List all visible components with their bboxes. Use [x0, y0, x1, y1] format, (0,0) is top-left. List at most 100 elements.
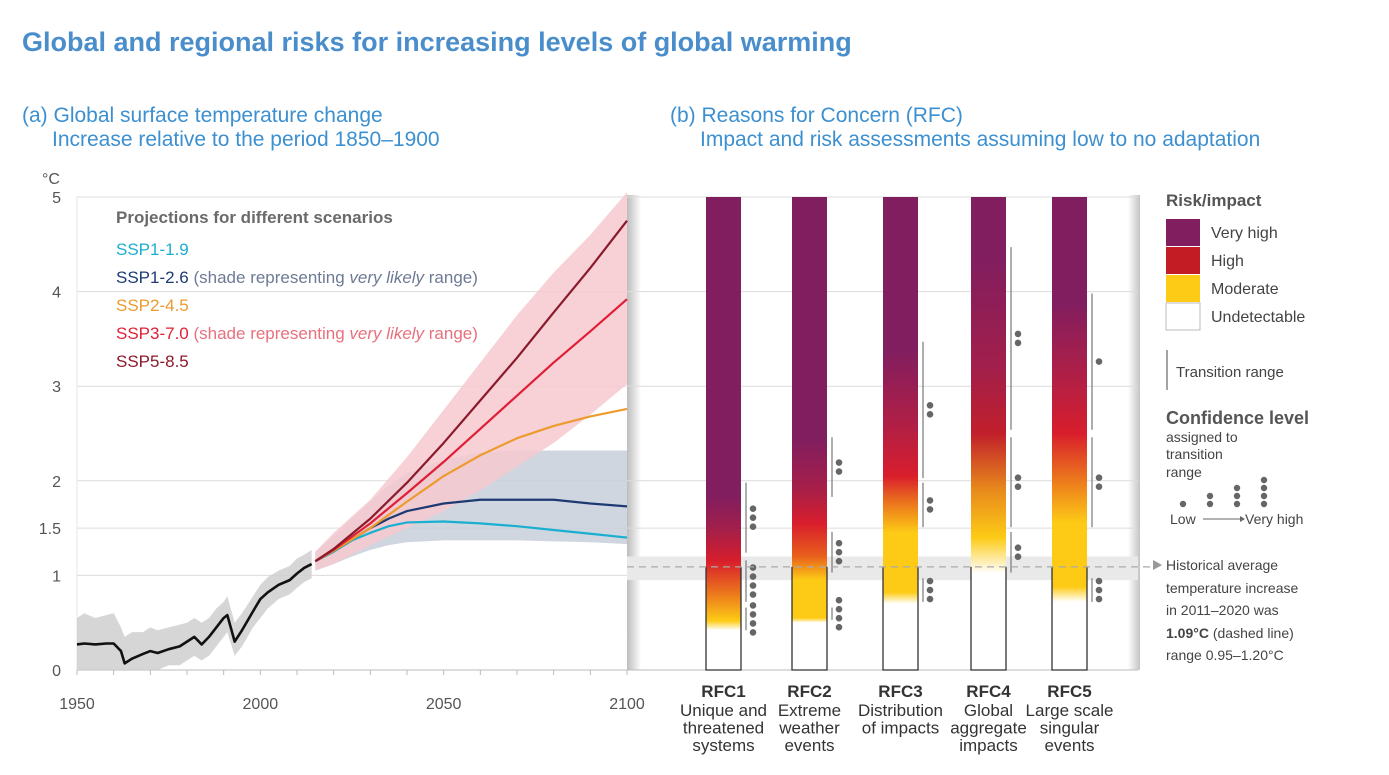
historical-pointer-icon	[1153, 560, 1162, 570]
rfc-risk-bar	[971, 197, 1006, 670]
legend-item: SSP5-8.5	[116, 352, 189, 371]
rfc-description: Global	[964, 701, 1013, 720]
risk-level-label: High	[1211, 253, 1244, 270]
historical-note-3: in 2011–2020 was	[1166, 602, 1279, 618]
scenario-lines	[76, 219, 628, 665]
risk-level-label: Moderate	[1211, 281, 1279, 298]
confidence-dot	[926, 577, 934, 585]
axis-ticks: 0 1 1.5 2 3 4 5 1950 2000 2050 2100	[39, 190, 645, 713]
confidence-dot	[1014, 474, 1022, 482]
historical-note-1: Historical average	[1166, 557, 1278, 573]
risk-level-label: Undetectable	[1211, 309, 1305, 326]
confidence-dot	[1014, 339, 1022, 347]
legend-series-name: SSP2-4.5	[116, 296, 189, 315]
confidence-dot	[749, 514, 757, 521]
confidence-legend-dot	[1260, 492, 1268, 500]
range-ssp3-7.0	[315, 192, 627, 571]
panel-b-subtitle: Impact and risk assessments assuming low…	[700, 128, 1260, 151]
range-ssp1-2.6	[315, 450, 627, 571]
legend-note: range)	[424, 324, 478, 343]
rfc-risk-bar	[792, 197, 827, 670]
rfc-risk-bar	[706, 197, 741, 670]
panel-divider-left	[627, 195, 641, 670]
historical-value-suffix: (dashed line)	[1209, 625, 1294, 641]
confidence-dot	[835, 539, 843, 547]
y-tick-label: 3	[52, 379, 61, 396]
rfc-code-label: RFC2	[787, 682, 831, 701]
rfc-code-label: RFC5	[1047, 682, 1091, 701]
rfc-observed-box	[705, 566, 742, 671]
confidence-dot	[835, 623, 843, 631]
rfc-bar-3	[882, 197, 934, 671]
line-ssp5-8.5	[314, 219, 628, 563]
confidence-dot	[749, 523, 757, 530]
confidence-dot	[926, 595, 934, 603]
rfc-bar-1	[705, 197, 757, 671]
rfc-code-label: RFC1	[701, 682, 745, 701]
legend-series-name: SSP3-7.0	[116, 324, 189, 343]
confidence-dot	[749, 620, 757, 627]
legend-note-emphasis: very likely	[349, 324, 425, 343]
confidence-dot	[749, 611, 757, 618]
confidence-subtitle-1: assigned to	[1166, 429, 1238, 445]
confidence-high-label: Very high	[1245, 511, 1303, 527]
confidence-legend-dot	[1233, 500, 1241, 508]
rfc-observed-box	[970, 566, 1007, 671]
historical-value: 1.09°C	[1166, 625, 1209, 641]
risk-legend-title: Risk/impact	[1166, 191, 1262, 210]
historical-line	[76, 562, 313, 665]
figure-title: Global and regional risks for increasing…	[22, 27, 852, 57]
rfc-code-label: RFC4	[966, 682, 1011, 701]
confidence-dot	[1014, 544, 1022, 552]
rfc-observed-box	[882, 566, 919, 671]
rfc-description: Distribution	[858, 701, 943, 720]
confidence-dot	[1095, 358, 1103, 365]
transition-range-label: Transition range	[1176, 364, 1284, 381]
confidence-title: Confidence level	[1166, 408, 1309, 428]
x-tick-label: 2000	[243, 696, 279, 713]
rfc-description: Large scale	[1026, 701, 1114, 720]
confidence-subtitle-2: transition	[1166, 446, 1223, 462]
confidence-legend-dot	[1233, 492, 1241, 500]
confidence-dots	[1179, 476, 1268, 508]
historical-note-5: range 0.95–1.20°C	[1166, 647, 1284, 663]
confidence-dot	[1095, 474, 1103, 482]
confidence-dot	[1014, 330, 1022, 338]
confidence-legend-dot	[1179, 500, 1187, 508]
rfc-description: singular	[1040, 719, 1100, 738]
rfc-description: Extreme	[778, 701, 841, 720]
confidence-dot	[749, 602, 757, 609]
x-tick-label: 2050	[426, 696, 462, 713]
rfc-bar-5	[1051, 197, 1103, 671]
rfc-description: weather	[778, 719, 840, 738]
y-tick-label: 1.5	[39, 521, 61, 538]
risk-swatch-undetectable	[1165, 302, 1201, 331]
confidence-legend-dot	[1260, 500, 1268, 508]
scenario-legend: Projections for different scenarios SSP1…	[116, 208, 478, 371]
risk-legend: Risk/impact Very high High Moderate Undetec…	[1153, 191, 1309, 663]
confidence-dot	[926, 402, 934, 409]
confidence-dot	[749, 582, 757, 589]
confidence-dot	[835, 468, 843, 475]
confidence-dot	[835, 548, 843, 556]
confidence-legend-dot	[1206, 492, 1214, 500]
panel-a-subtitle: Increase relative to the period 1850–190…	[52, 128, 440, 151]
rfc-description: Unique and	[680, 701, 767, 720]
rfc-code-label: RFC3	[878, 682, 922, 701]
confidence-dot	[749, 629, 757, 636]
legend-note: range)	[424, 268, 478, 287]
confidence-dot	[1095, 595, 1103, 603]
panel-a-title: (a) Global surface temperature change	[22, 104, 383, 127]
rfc-bar-4	[970, 197, 1022, 671]
legend-item: SSP2-4.5	[116, 296, 189, 315]
historical-range	[77, 549, 312, 670]
line-ssp2-4.5	[314, 407, 628, 563]
risk-swatch-high	[1166, 247, 1200, 274]
confidence-dot	[749, 564, 757, 571]
legend-series-name: SSP5-8.5	[116, 352, 189, 371]
legend-note: (shade representing	[189, 268, 350, 287]
confidence-dot	[835, 459, 843, 466]
confidence-dot	[749, 573, 757, 580]
confidence-dot	[926, 586, 934, 594]
